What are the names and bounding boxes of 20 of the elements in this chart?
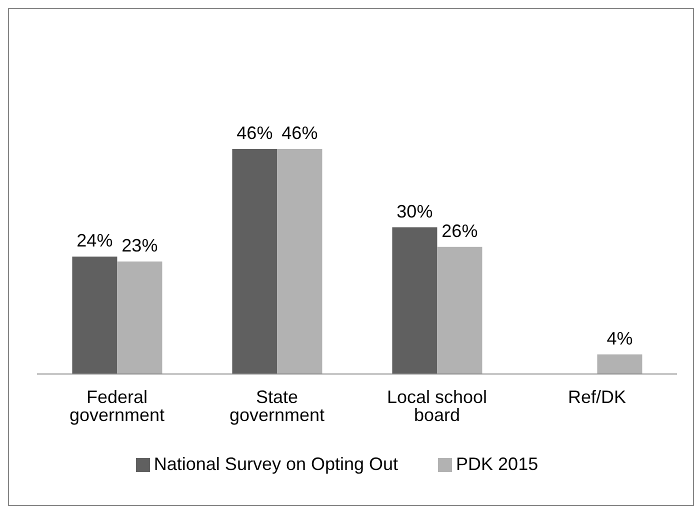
legend-label: PDK 2015 — [456, 454, 538, 474]
bar — [277, 149, 322, 374]
data-label: 23% — [122, 236, 158, 256]
bar — [392, 227, 438, 374]
data-label: 30% — [396, 201, 433, 222]
bar — [117, 262, 162, 374]
data-label: 24% — [76, 230, 113, 251]
data-label: 4% — [606, 328, 633, 348]
x-tick-label: Ref/DK — [568, 386, 626, 407]
data-label: 26% — [442, 220, 478, 241]
bar — [597, 354, 642, 374]
x-tick-label: State government — [229, 386, 325, 425]
legend-label: National Survey on Opting Out — [154, 454, 398, 474]
data-label: 46% — [236, 123, 273, 143]
x-tick-label: Local school board — [386, 386, 488, 425]
bar — [232, 149, 278, 374]
bar — [72, 256, 118, 374]
data-label: 46% — [282, 123, 318, 143]
bar — [437, 246, 482, 374]
x-tick-label: Federal government — [69, 386, 165, 425]
